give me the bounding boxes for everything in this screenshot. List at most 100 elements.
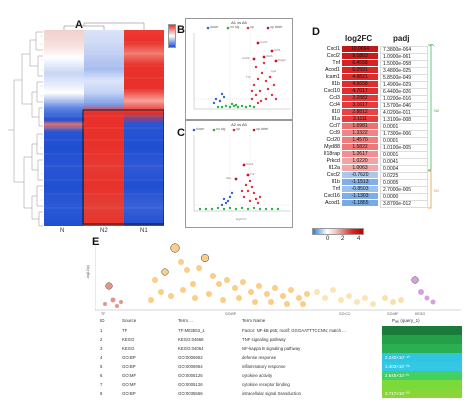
volcano-c-legend-nosig: no sig	[216, 127, 226, 131]
table-e-cell-term-name: intracellular signal transduction	[242, 391, 301, 396]
volcano-b-gene-label-3: Il12b	[266, 54, 273, 58]
table-d-fc-cell: 9.1803	[342, 53, 378, 60]
table-e-cell-term-id: GO:0035556	[178, 391, 203, 396]
volcano-b-gene-label-7: Tnf	[246, 75, 251, 79]
table-d-fc-cell: 1.0063	[342, 165, 378, 172]
table-d-fc-cell: -1.1865	[342, 200, 378, 207]
table-d-fc-cell: 1.3322	[342, 130, 378, 137]
table-e-row: 2 KEGG KEGG:04668 TNF signaling pathway	[92, 335, 472, 344]
table-e-cell-padj: 2.717×10⁻²⁰	[382, 389, 462, 398]
volcano-b-gene-label-6: Irg1	[271, 69, 277, 73]
table-d-gene: Cxcl2	[326, 172, 340, 178]
manhattan-cat-gocc: GO:CC	[339, 312, 351, 316]
colorbar-tick-0: 0	[326, 236, 330, 242]
table-e-cell-id: 4	[100, 355, 103, 360]
table-e-cell-source: GO:BP	[122, 364, 136, 369]
table-d-fc-cell: 2.8812	[342, 109, 378, 116]
table-d-fc-cell: 1.4570	[342, 137, 378, 144]
table-e-cell-padj: 1.403×10⁻³⁸	[382, 362, 462, 371]
table-e-cell-id: 6	[100, 373, 103, 378]
volcano-c-gene-label-2: Tnf	[250, 172, 255, 176]
table-d-gene: Acod1	[324, 200, 340, 206]
volcano-b-gene-label-1: Cxcl1	[260, 40, 268, 44]
table-d-side-label-n1: N1	[434, 188, 440, 193]
column-label-n2: N2	[100, 228, 108, 234]
column-label-n1: N1	[140, 228, 148, 234]
table-d-fc-cell: 1.0220	[342, 158, 378, 165]
manhattan-cat-kegg: KEGG	[415, 312, 426, 316]
table-d-side-brackets	[428, 44, 435, 209]
volcano-b-gene-label-2: Ccl5	[274, 48, 281, 52]
table-d-gene: Il1b	[331, 179, 340, 185]
table-e-header-source: Source	[122, 318, 137, 323]
volcano-plot-b: A1 vs A0 down no sig up up label	[185, 18, 293, 120]
heatmap-column-n2	[84, 30, 124, 226]
row-dendrogram	[8, 31, 43, 227]
volcano-b-title: A1 vs A0	[231, 20, 247, 25]
table-d-colorbar	[312, 228, 364, 235]
table-d-fc-cell: 1.2617	[342, 151, 378, 158]
volcano-c-points	[193, 135, 290, 212]
volcano-c-legend-up: up	[236, 127, 240, 131]
panel-label-b: B	[177, 24, 185, 36]
volcano-b-legend-up: up	[250, 25, 254, 29]
volcano-c-legend-uplabel: up label	[256, 127, 269, 131]
column-label-n: N	[60, 228, 65, 234]
table-d-fc-cell: 6.4558	[342, 60, 378, 67]
volcano-b-points	[193, 33, 290, 110]
table-e-row: 4 GO:BP GO:0006952 defense response 2.240×10…	[92, 353, 472, 362]
volcano-c-gene-label-1: Cxcl1	[246, 162, 254, 166]
heatmap-color-key	[168, 24, 176, 48]
table-e-row: 6 GO:MF GO:0005125 cytokine activity 2.545×1…	[92, 371, 472, 380]
table-e-cell-padj	[382, 344, 462, 353]
volcano-b-gene-label-5: Cxcl2	[242, 56, 250, 60]
table-e-header-padj: Pₐₑⱼ (query_1)	[392, 318, 420, 323]
panel-label-c: C	[177, 127, 185, 139]
table-e-row: 8 GO:BP GO:0035556 intracellular signal tra…	[92, 389, 472, 398]
table-e-cell-id: 2	[100, 337, 103, 342]
table-d-gene: Ccl7	[329, 123, 340, 129]
volcano-b-legend-nosig: no sig	[230, 25, 240, 29]
volcano-c-gene-label-3: Il1a	[226, 176, 231, 180]
table-d-row: Acod1 -1.1865 3.8700e-012	[312, 200, 452, 209]
table-e-cell-id: 7	[100, 382, 103, 387]
table-d-side-label-n2: N2	[434, 108, 440, 113]
table-e-cell-id: 3	[100, 346, 103, 351]
table-d-gene: Cxcl10	[323, 88, 340, 94]
column-dendrogram	[63, 22, 145, 30]
volcano-b-legend	[206, 26, 270, 30]
table-e-cell-source: KEGG	[122, 337, 135, 342]
table-e-cell-term-id: TF:M03553_1	[178, 328, 205, 333]
volcano-b-legend-uplabel: up label	[270, 25, 283, 29]
table-d-padj-cell: 3.8700e-012	[380, 200, 428, 209]
table-d-gene: Ccl9	[329, 130, 340, 136]
table-e-cell-padj: 2.545×10⁻²⁷	[382, 371, 462, 380]
table-e-cell-padj	[382, 326, 462, 335]
heatmap-column-n1	[124, 30, 164, 226]
panel-label-a: A	[75, 19, 83, 31]
volcano-b-gene-label-4: Ptgs2	[278, 58, 286, 62]
table-e-row: 3 KEGG KEGG:04064 NF-kappa B signaling path…	[92, 344, 472, 353]
manhattan-plot: -log10(p) TF GO:BP GO:CC GO:MF KEGG	[86, 240, 463, 321]
colorbar-tick-2: 2	[341, 236, 345, 242]
table-d-gene: Myd88	[324, 144, 340, 150]
table-d-fc-cell: -0.7620	[342, 172, 378, 179]
table-d-fc-cell: 3.1617	[342, 102, 378, 109]
table-d-fc-cell: 1.6981	[342, 123, 378, 130]
table-d-gene: Ccl4	[329, 102, 340, 108]
table-e-cell-source: GO:MF	[122, 373, 137, 378]
table-e-cell-term-name: TNF signaling pathway	[242, 337, 286, 342]
table-e-cell-id: 8	[100, 391, 103, 396]
table-e-cell-term-name: inflammatory response	[242, 364, 286, 369]
table-d-fc-cell: 10.0664	[342, 46, 378, 53]
table-e-cell-source: GO:BP	[122, 355, 136, 360]
panel-label-e: E	[92, 236, 100, 248]
table-e-cell-term-id: GO:0005126	[178, 382, 203, 387]
table-e-cell-term-name: Factor: NF-kB p65; motif: GGGAATTTCCNN; …	[242, 328, 346, 333]
table-e-cell-term-id: GO:0005125	[178, 373, 203, 378]
table-e-cell-id: 1	[100, 328, 103, 333]
volcano-c-legend	[192, 128, 256, 132]
table-d-gene: Il10	[331, 109, 340, 115]
table-d-gene: Prkcd	[326, 158, 340, 164]
table-e-header-term-id: Term ...	[178, 318, 194, 323]
